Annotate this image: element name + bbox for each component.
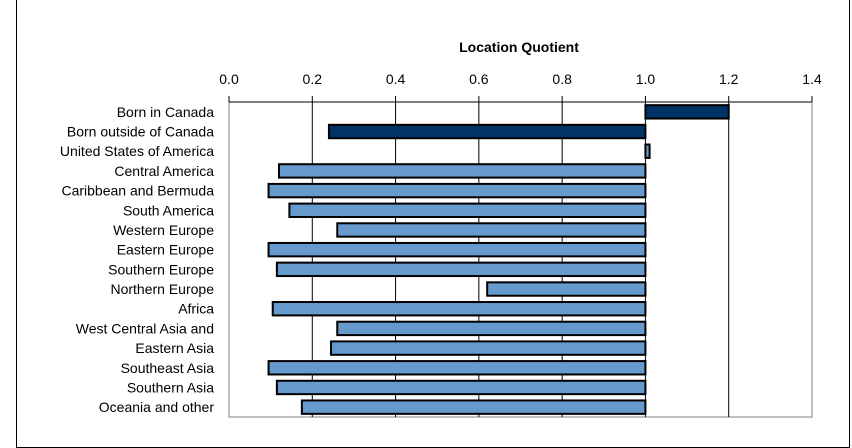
x-tick-label: 0.2 [303, 71, 323, 87]
bar [644, 143, 651, 159]
bar [271, 301, 647, 317]
category-labels: Born in Canada Born outside of Canada Unit… [60, 104, 214, 415]
category-label: Caribbean and Bermuda [61, 183, 214, 199]
category-label: West Central Asia and [76, 320, 214, 336]
bar [486, 281, 647, 297]
bar [267, 241, 647, 258]
bars [267, 104, 730, 415]
bar [330, 340, 647, 356]
bar [327, 123, 647, 140]
category-label: Eastern Europe [117, 242, 214, 258]
x-tick-label: 1.4 [802, 71, 822, 87]
bar [288, 202, 647, 218]
category-label: Born outside of Canada [67, 124, 214, 140]
x-tick-label: 0.0 [219, 71, 239, 87]
category-label: Eastern Asia [135, 340, 214, 356]
bar [300, 399, 647, 415]
category-label: Oceania and other [99, 399, 215, 415]
category-label: Southern Europe [108, 261, 214, 277]
bar [277, 163, 647, 179]
category-label: Southeast Asia [121, 360, 215, 376]
bar [336, 320, 647, 337]
x-tick-label: 1.0 [636, 71, 656, 87]
x-tick-label: 0.6 [469, 71, 489, 87]
x-tick-label: 0.8 [552, 71, 572, 87]
x-tick-label: 0.4 [386, 71, 406, 87]
category-label: United States of America [60, 143, 214, 159]
category-label: Africa [178, 301, 214, 317]
category-label: Northern Europe [110, 281, 214, 297]
bar [267, 360, 647, 376]
bar [644, 104, 730, 120]
x-axis: 0.0 0.2 0.4 0.6 0.8 1.0 1.2 1.4 [219, 71, 822, 103]
category-label: Western Europe [113, 222, 214, 238]
x-tick-label: 1.2 [719, 71, 739, 87]
bar [336, 222, 647, 238]
bar [275, 261, 647, 278]
bar [275, 379, 647, 396]
category-label: South America [123, 202, 214, 218]
chart-title: Location Quotient [459, 39, 579, 55]
category-label: Central America [114, 163, 214, 179]
category-label: Southern Asia [127, 379, 214, 395]
bar [267, 182, 647, 199]
category-label: Born in Canada [117, 104, 215, 120]
